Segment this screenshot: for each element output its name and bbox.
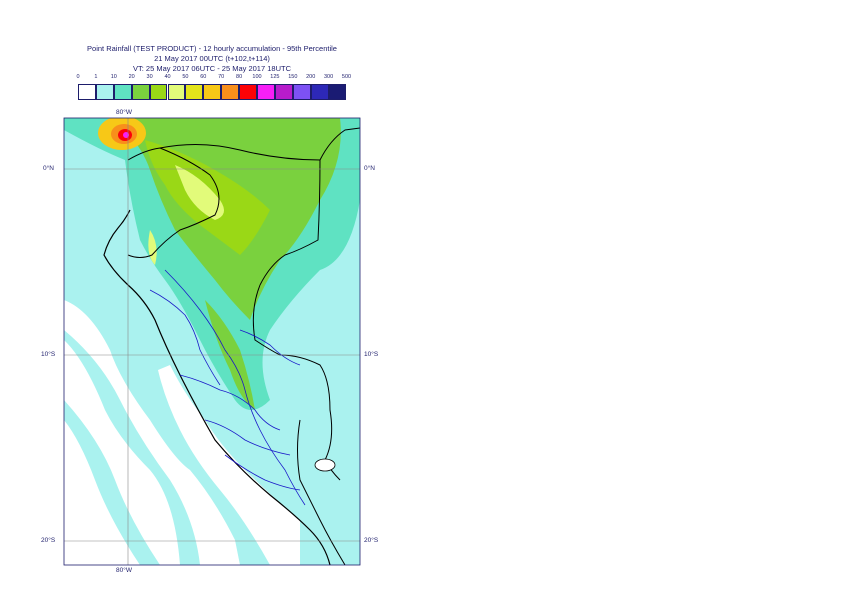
ocean-filament [64, 400, 160, 565]
country-border-colombia [159, 143, 321, 286]
region-border [179, 374, 281, 431]
legend-color-swatch [239, 84, 257, 100]
lat-label-0-right: 0°N [364, 165, 375, 172]
legend-tick-label: 30 [146, 74, 153, 80]
legend-tick-label: 20 [128, 74, 135, 80]
legend-tick-label: 200 [306, 74, 316, 80]
map-valid-time: VT: 25 May 2017 06UTC - 25 May 2017 18UT… [133, 64, 291, 73]
legend-tick-label: 500 [341, 74, 352, 80]
lake-titicaca [314, 458, 336, 472]
legend-color-swatch [257, 84, 275, 100]
region-border [224, 454, 301, 491]
map-run-time: 21 May 2017 00UTC (t+102,t+114) [154, 54, 270, 63]
country-border-brazil-north [319, 127, 360, 161]
lat-label-10-right: 10°S [364, 351, 379, 358]
legend-tick-label: 0 [76, 74, 80, 80]
legend-color-swatch [292, 84, 311, 100]
map-title: Point Rainfall (TEST PRODUCT) - 12 hourl… [87, 44, 337, 53]
legend-color-swatch [131, 84, 150, 100]
map-frame [63, 117, 361, 566]
rain-cell-125mm [123, 132, 129, 138]
legend-color-swatch [149, 84, 168, 100]
legend-color-swatch [221, 84, 240, 100]
coastline [103, 209, 331, 565]
legend-color-swatch [203, 84, 222, 100]
legend-color-swatch [78, 84, 96, 100]
legend-color-swatch [310, 84, 329, 100]
legend-tick-label: 10 [110, 74, 117, 80]
rain-zone-50mm [175, 165, 224, 220]
legend-tick-label: 100 [252, 74, 262, 80]
legend-tick-label: 80 [236, 74, 243, 80]
lat-label-10-left: 10°S [41, 351, 56, 358]
legend-color-swatch [167, 84, 186, 100]
legend-color-swatch [274, 84, 293, 100]
region-border [204, 419, 291, 456]
lat-label-0-left: 0°N [43, 165, 54, 172]
legend-color-swatch [328, 84, 347, 100]
ocean-filament [64, 330, 200, 565]
legend-tick-label: 50 [182, 74, 189, 80]
legend-color-swatch [95, 84, 114, 100]
region-border [149, 289, 221, 386]
rain-zone-50mm [148, 230, 157, 265]
rainfall-colorbar-legend: 0 1 10 20 30 40 50 60 70 80 100 125 150 200 300 500 [76, 74, 352, 104]
legend-tick-label: 150 [288, 74, 298, 80]
legend-tick-label: 40 [164, 74, 171, 80]
lon-label-top: 80°W [116, 109, 132, 116]
lat-label-20-left: 20°S [41, 537, 56, 544]
legend-tick-label: 125 [270, 74, 280, 80]
dry-coastal-strip [158, 365, 300, 565]
region-border [239, 329, 301, 366]
legend-tick-label: 70 [218, 74, 225, 80]
legend-color-swatch [113, 84, 132, 100]
legend-tick-label: 1 [94, 74, 98, 80]
lat-label-20-right: 20°S [364, 537, 379, 544]
legend-tick-label: 60 [200, 74, 207, 80]
legend-tick-label: 300 [324, 74, 334, 80]
region-border [164, 269, 306, 506]
lon-label-bottom: 80°W [116, 567, 132, 574]
legend-color-swatch [185, 84, 204, 100]
